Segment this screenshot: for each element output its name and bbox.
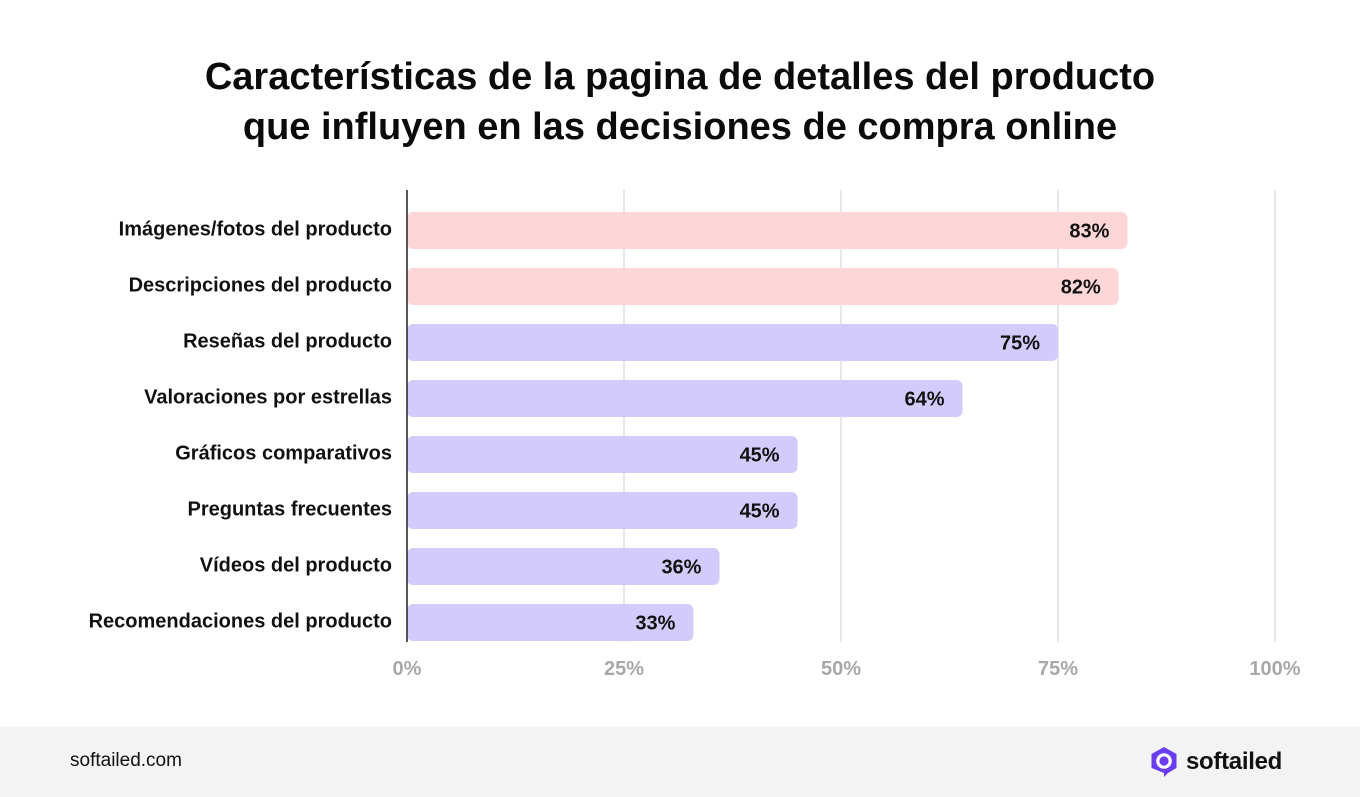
bar-8: [407, 604, 694, 641]
bar-7: [407, 548, 720, 585]
bar-6: [407, 492, 798, 529]
softailed-logo-icon: [1151, 747, 1177, 777]
category-labels: Imágenes/fotos del producto Descripciones…: [89, 219, 392, 633]
bar-5: [407, 436, 798, 473]
x-tick-label-75: 75%: [1038, 658, 1078, 680]
category-label-5: Gráficos comparativos: [175, 443, 392, 465]
bars: 83% 82% 75% 64% 45% 45% 36% 33%: [407, 212, 1128, 641]
bar-value-label-5: 45%: [740, 445, 780, 467]
x-tick-label-100: 100%: [1249, 658, 1300, 680]
brand-logo[interactable]: softailed: [1150, 745, 1282, 779]
bar-chart: 83% 82% 75% 64% 45% 45% 36% 33% Imágenes/fotos …: [89, 190, 1301, 680]
bar-value-label-4: 64%: [904, 389, 944, 411]
footer: softailed.com softailed: [0, 727, 1360, 797]
bar-value-label-3: 75%: [1000, 333, 1040, 355]
bar-value-label-7: 36%: [661, 557, 701, 579]
chart-title: Características de la pagina de detalles…: [0, 52, 1360, 152]
bar-4: [407, 380, 963, 417]
bar-value-label-1: 83%: [1069, 221, 1109, 243]
category-label-7: Vídeos del producto: [200, 555, 392, 577]
bar-value-label-8: 33%: [635, 613, 675, 635]
category-label-3: Reseñas del producto: [183, 331, 392, 353]
x-tick-label-0: 0%: [393, 658, 422, 680]
category-label-6: Preguntas frecuentes: [187, 499, 392, 521]
x-tick-label-25: 25%: [604, 658, 644, 680]
brand-name: softailed: [1186, 748, 1282, 775]
category-label-1: Imágenes/fotos del producto: [119, 219, 392, 241]
bar-value-label-2: 82%: [1061, 277, 1101, 299]
category-label-2: Descripciones del producto: [129, 275, 392, 297]
category-label-4: Valoraciones por estrellas: [144, 387, 392, 409]
bar-2: [407, 268, 1119, 305]
chart-title-line-2: que influyen en las decisiones de compra…: [242, 106, 1118, 148]
bar-value-label-6: 45%: [740, 501, 780, 523]
bar-1: [407, 212, 1128, 249]
x-tick-label-50: 50%: [821, 658, 861, 680]
footer-site-link[interactable]: softailed.com: [70, 750, 182, 771]
bar-3: [407, 324, 1058, 361]
category-label-8: Recomendaciones del producto: [89, 611, 392, 633]
x-axis-ticks: 0% 25% 50% 75% 100%: [393, 658, 1301, 680]
chart-title-line-1: Características de la pagina de detalles…: [204, 56, 1156, 98]
